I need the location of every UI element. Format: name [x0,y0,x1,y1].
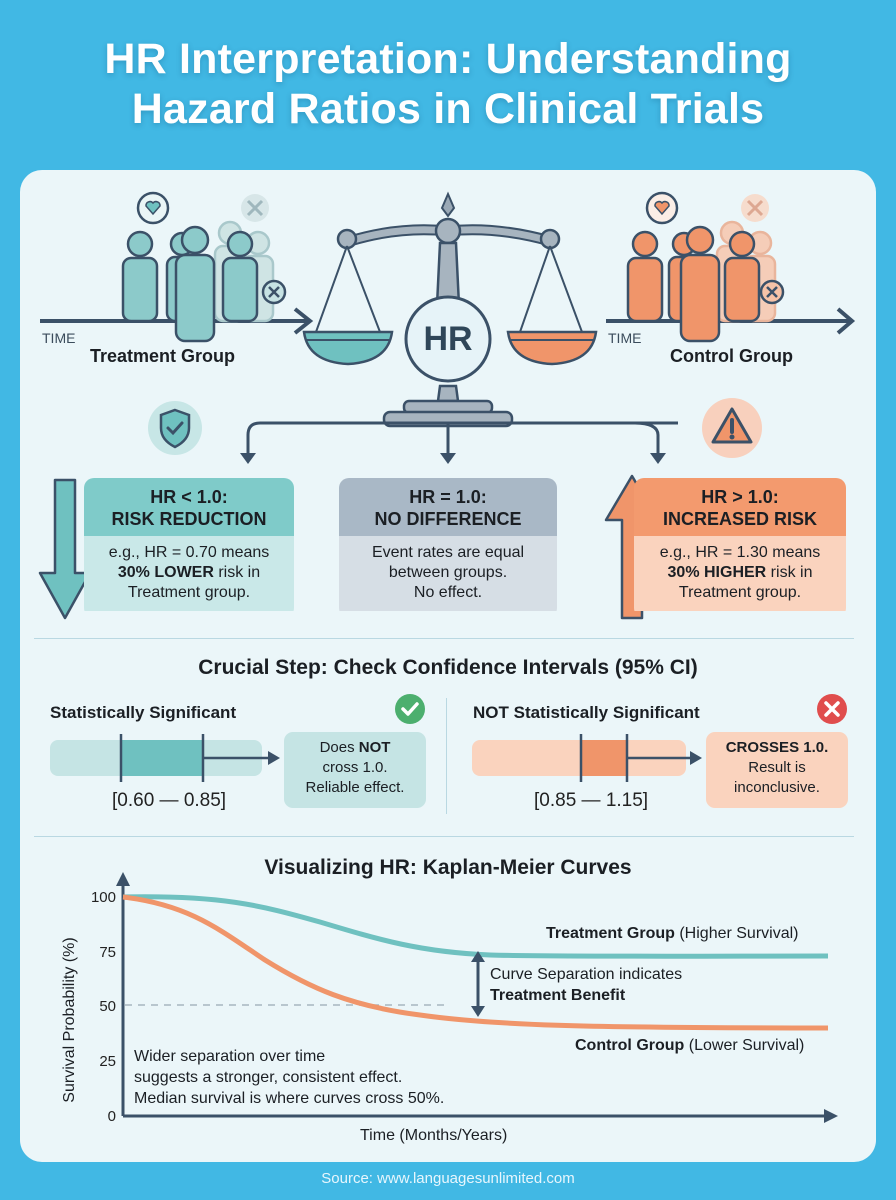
significant-note: Does NOT cross 1.0. Reliable effect. [284,732,426,808]
hr-scale-label: HR [423,320,473,358]
down-arrow-icon [38,478,92,620]
treatment-people-icon [40,191,314,343]
no-difference-text: Event rates are equal between groups. No… [339,536,557,611]
no-difference-box: HR = 1.0: NO DIFFERENCE Event rates are … [339,478,557,618]
page-title: HR Interpretation: Understanding Hazard … [104,35,792,133]
control-curve-label: Control Group (Lower Survival) [575,1037,805,1054]
significant-label: Statistically Significant [50,703,237,722]
ci-vertical-divider [446,698,447,814]
increased-risk-box: HR > 1.0: INCREASED RISK e.g., HR = 1.30… [634,478,846,618]
increased-risk-text: e.g., HR = 1.30 means 30% HIGHER risk in… [634,536,846,611]
significant-ci-bar [50,734,280,782]
not-significant-ci-range: [0.85 — 1.15] [534,790,649,811]
significant-ci-range: [0.60 — 0.85] [112,790,227,811]
control-people-icon [606,191,856,343]
control-group-label: Control Group [670,346,793,366]
shield-check-icon [148,401,202,455]
separation-annotation: Curve Separation indicates Treatment Ben… [490,966,683,1004]
y-tick-0: 0 [107,1108,116,1125]
balance-scale-icon [302,191,598,428]
control-time-label: TIME [608,330,642,346]
km-section-title: Visualizing HR: Kaplan-Meier Curves [264,856,632,879]
not-significant-ci-bar [472,734,702,782]
section-divider [34,638,854,639]
risk-reduction-box: HR < 1.0: RISK REDUCTION e.g., HR = 0.70… [84,478,294,618]
treatment-time-label: TIME [42,330,76,346]
check-circle-icon [395,694,425,724]
ci-section-title: Crucial Step: Check Confidence Intervals… [198,656,698,679]
y-tick-100: 100 [90,889,116,906]
warning-icon [702,398,762,458]
x-axis-label: Time (Months/Years) [360,1127,508,1144]
y-tick-50: 50 [99,998,116,1015]
y-tick-75: 75 [99,944,116,961]
km-explanation-note: Wider separation over time suggests a st… [134,1048,445,1107]
infographic-card: TIME Treatment Group TIME Control Group [20,170,876,1162]
no-difference-heading: HR = 1.0: NO DIFFERENCE [339,478,557,536]
not-significant-label: NOT Statistically Significant [473,703,700,722]
risk-reduction-text: e.g., HR = 0.70 means 30% LOWER risk in … [84,536,294,611]
source-footer: Source: www.languagesunlimited.com [321,1170,575,1187]
increased-risk-heading: HR > 1.0: INCREASED RISK [634,478,846,536]
y-tick-25: 25 [99,1053,116,1070]
x-circle-icon [817,694,847,724]
branch-arrows [240,421,678,464]
km-chart [116,872,838,1123]
treatment-curve-label: Treatment Group (Higher Survival) [546,925,799,942]
section-divider [34,836,854,837]
risk-reduction-heading: HR < 1.0: RISK REDUCTION [84,478,294,536]
treatment-group-label: Treatment Group [90,346,236,366]
not-significant-note: CROSSES 1.0. Result is inconclusive. [706,732,848,808]
